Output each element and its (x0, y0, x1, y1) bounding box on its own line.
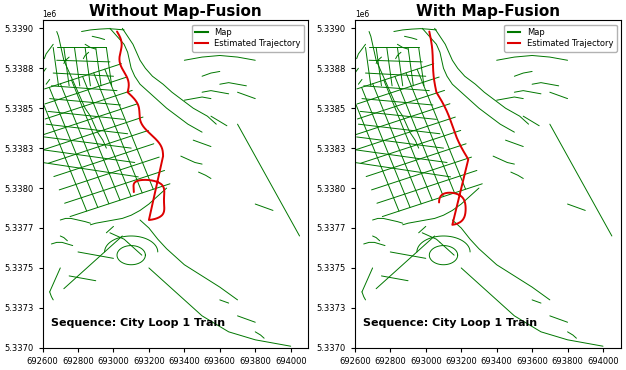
Text: 1e6: 1e6 (43, 10, 57, 19)
Text: Sequence: City Loop 1 Train: Sequence: City Loop 1 Train (51, 318, 225, 328)
Title: Without Map-Fusion: Without Map-Fusion (89, 4, 262, 19)
Text: 1e6: 1e6 (355, 10, 369, 19)
Legend: Map, Estimated Trajectory: Map, Estimated Trajectory (504, 24, 617, 52)
Title: With Map-Fusion: With Map-Fusion (416, 4, 560, 19)
Text: Sequence: City Loop 1 Train: Sequence: City Loop 1 Train (363, 318, 537, 328)
Legend: Map, Estimated Trajectory: Map, Estimated Trajectory (192, 24, 304, 52)
